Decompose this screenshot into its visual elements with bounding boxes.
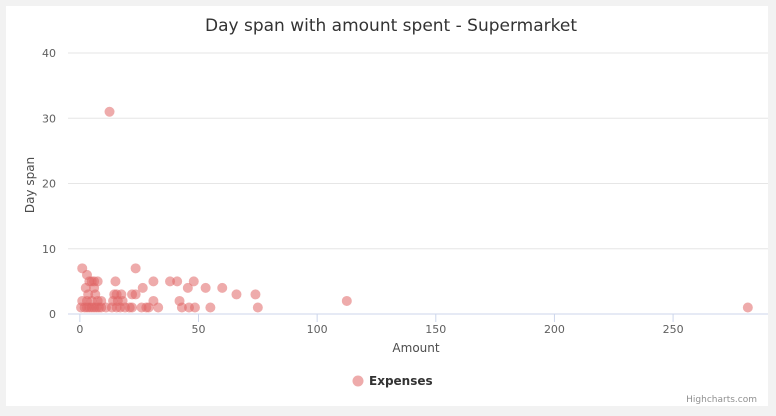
data-point[interactable] [182,282,193,293]
data-point[interactable] [188,276,199,287]
data-point[interactable] [189,302,200,313]
data-point[interactable] [165,276,176,287]
data-point[interactable] [130,289,141,300]
legend[interactable]: Expenses [352,374,433,388]
y-axis-ticks: 0 10 20 30 40 [42,47,56,321]
data-point[interactable] [200,282,211,293]
y-tick-label: 40 [42,47,56,60]
data-point[interactable] [143,302,154,313]
legend-marker [352,375,364,387]
x-axis-title: Amount [392,341,439,355]
data-point[interactable] [205,302,216,313]
data-point[interactable] [341,295,352,306]
data-point[interactable] [250,289,261,300]
y-tick-label: 0 [49,308,56,321]
x-tick-label: 0 [76,323,83,336]
data-point[interactable] [217,282,228,293]
data-point[interactable] [130,263,141,274]
x-tick-label: 200 [544,323,565,336]
data-point[interactable] [231,289,242,300]
x-axis-ticks: 0 50 100 150 200 250 [76,314,684,336]
data-point[interactable] [252,302,263,313]
chart-title: Day span with amount spent - Supermarket [205,16,577,36]
data-point[interactable] [176,302,187,313]
y-axis-title: Day span [23,157,37,213]
data-point[interactable] [127,302,138,313]
data-point[interactable] [137,282,148,293]
y-tick-label: 20 [42,178,56,191]
data-points [76,106,753,313]
legend-item-expenses[interactable]: Expenses [369,374,433,388]
x-tick-label: 150 [425,323,446,336]
y-tick-label: 10 [42,243,56,256]
y-tick-label: 30 [42,112,56,125]
chart-container: Day span with amount spent - Supermarket… [6,6,768,406]
x-tick-label: 100 [307,323,328,336]
credits-link[interactable]: Highcharts.com [686,395,757,405]
data-point[interactable] [172,276,183,287]
scatter-chart: Day span with amount spent - Supermarket… [23,16,768,405]
data-point[interactable] [153,302,164,313]
data-point[interactable] [110,276,121,287]
data-point[interactable] [148,276,159,287]
grid-lines [68,52,768,250]
x-tick-label: 50 [192,323,206,336]
x-tick-label: 250 [663,323,684,336]
data-point[interactable] [742,302,753,313]
data-point[interactable] [104,106,115,117]
